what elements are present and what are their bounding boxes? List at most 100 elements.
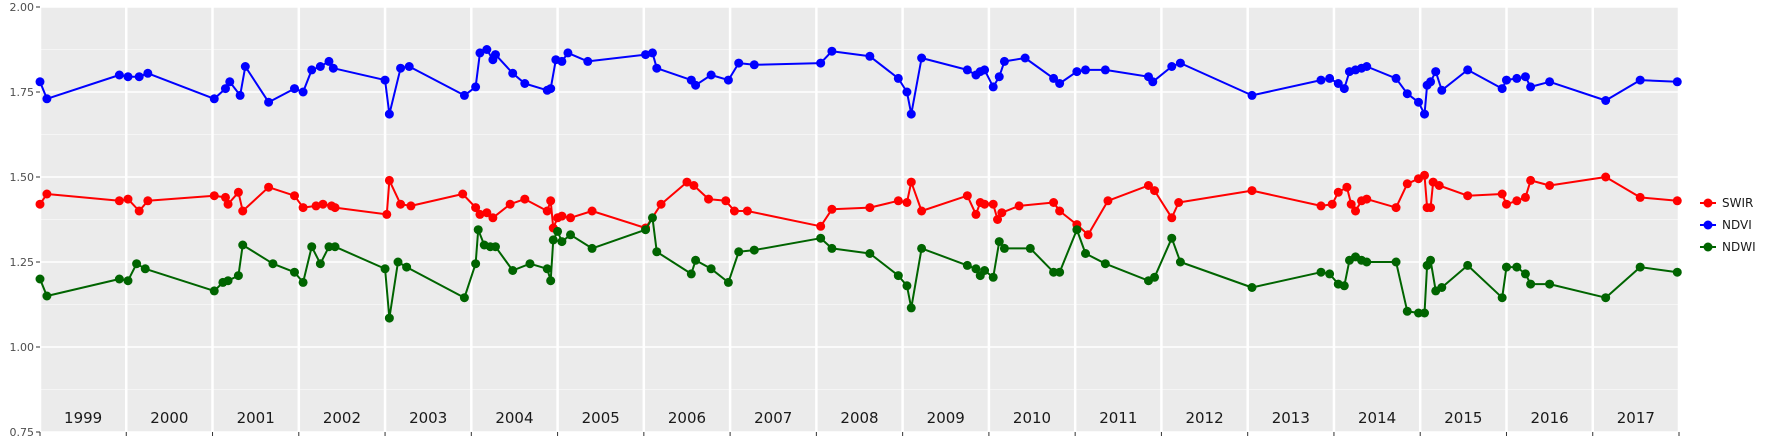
- data-point: [123, 276, 133, 286]
- data-point: [1402, 306, 1412, 316]
- data-point: [1055, 206, 1065, 216]
- data-point: [404, 62, 414, 71]
- year-label: 2001: [237, 409, 275, 427]
- data-point: [917, 206, 927, 216]
- data-point: [1339, 281, 1349, 291]
- data-point: [1342, 182, 1352, 192]
- data-point: [1434, 181, 1444, 190]
- data-point: [1501, 199, 1511, 209]
- series-swir: [35, 170, 1682, 240]
- legend-key-point: [1703, 242, 1713, 252]
- year-label: 2007: [754, 409, 792, 427]
- data-point: [652, 63, 662, 73]
- year-label: 2015: [1444, 409, 1482, 427]
- data-point: [1420, 308, 1430, 318]
- data-point: [223, 199, 233, 209]
- data-point: [1325, 269, 1335, 279]
- data-point: [641, 225, 651, 235]
- data-point: [1426, 203, 1436, 213]
- data-point: [490, 50, 500, 60]
- year-label: 2011: [1099, 409, 1137, 427]
- data-point: [988, 199, 998, 209]
- major-gridlines: [38, 6, 1681, 433]
- data-point: [1391, 257, 1401, 267]
- data-point: [382, 209, 392, 219]
- data-point: [1526, 175, 1536, 185]
- data-point: [1174, 198, 1184, 207]
- data-point: [289, 191, 299, 201]
- data-point: [689, 181, 699, 190]
- data-point: [1545, 181, 1555, 190]
- data-point: [1402, 179, 1412, 189]
- data-point: [1316, 201, 1326, 211]
- data-point: [307, 65, 317, 75]
- data-point: [1339, 84, 1349, 94]
- year-label: 2003: [409, 409, 447, 427]
- data-point: [906, 109, 916, 119]
- data-point: [406, 201, 416, 211]
- data-point: [233, 187, 243, 197]
- data-point: [1316, 75, 1326, 85]
- data-point: [123, 194, 133, 204]
- data-point: [994, 237, 1004, 247]
- data-point: [734, 58, 744, 68]
- data-point: [311, 201, 321, 211]
- data-point: [380, 75, 390, 85]
- data-point: [525, 259, 535, 269]
- data-point: [1103, 196, 1113, 206]
- data-point: [384, 109, 394, 119]
- data-point: [402, 262, 412, 272]
- data-point: [471, 259, 481, 269]
- data-point: [749, 60, 759, 70]
- legend-item-swir: SWIR: [1700, 196, 1753, 210]
- y-tick-label: 1.00: [10, 341, 35, 354]
- data-point: [902, 281, 912, 291]
- data-point: [289, 84, 299, 94]
- data-point: [893, 73, 903, 83]
- data-point: [220, 84, 230, 94]
- data-point: [1512, 262, 1522, 272]
- data-point: [723, 75, 733, 85]
- data-point: [384, 313, 394, 323]
- data-point: [706, 264, 716, 274]
- year-label: 2013: [1272, 409, 1310, 427]
- data-point: [482, 45, 492, 54]
- data-point: [587, 206, 597, 216]
- data-point: [42, 94, 52, 104]
- year-label: 2005: [582, 409, 620, 427]
- y-tick-label: 1.75: [10, 86, 35, 99]
- data-point: [209, 94, 219, 104]
- data-point: [143, 68, 153, 78]
- y-tick-label: 0.75: [10, 426, 35, 439]
- data-point: [488, 213, 498, 223]
- data-point: [917, 243, 927, 253]
- data-point: [1025, 243, 1035, 253]
- data-point: [1167, 233, 1177, 243]
- data-point: [458, 189, 468, 199]
- data-point: [971, 264, 981, 274]
- data-point: [1635, 192, 1645, 202]
- data-point: [721, 196, 731, 206]
- data-point: [546, 196, 556, 206]
- data-point: [1020, 53, 1030, 63]
- year-label: 1999: [64, 409, 102, 427]
- data-point: [315, 62, 325, 71]
- data-point: [324, 56, 334, 66]
- data-point: [1520, 192, 1530, 202]
- data-point: [566, 213, 576, 223]
- data-point: [587, 243, 597, 253]
- data-point: [691, 255, 701, 265]
- data-point: [1672, 77, 1682, 87]
- data-point: [35, 199, 45, 209]
- data-point: [508, 266, 518, 275]
- data-point: [298, 277, 308, 287]
- legend-label: NDVI: [1722, 218, 1752, 232]
- data-point: [330, 203, 340, 213]
- data-point: [1049, 198, 1059, 207]
- data-point: [1497, 84, 1507, 94]
- data-point: [396, 199, 406, 209]
- data-point: [647, 48, 657, 58]
- data-point: [1501, 262, 1511, 272]
- data-point: [553, 226, 563, 236]
- data-point: [542, 264, 552, 274]
